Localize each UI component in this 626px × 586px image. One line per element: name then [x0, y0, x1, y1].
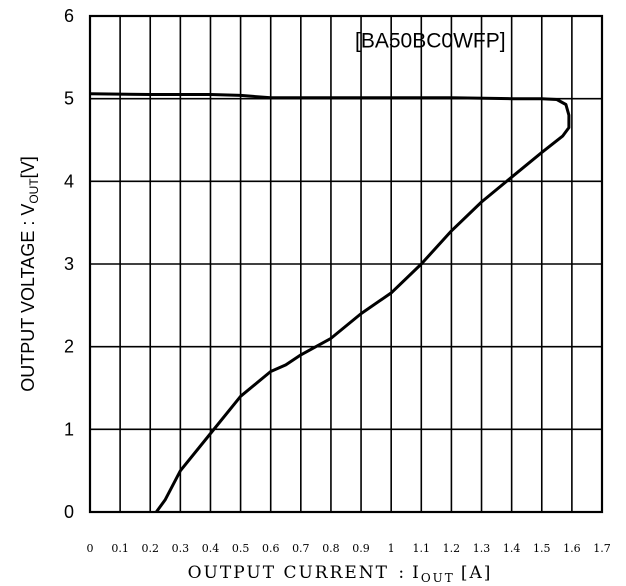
x-axis-title-colon: : [398, 563, 406, 583]
x-tick-label: 1.4 [503, 542, 521, 555]
x-tick-label: 0.2 [141, 542, 159, 555]
y-tick-label: 6 [64, 6, 74, 26]
x-tick-label: 0.6 [262, 542, 280, 555]
x-tick-label: 1.1 [413, 542, 431, 555]
y-tick-label: 2 [64, 337, 74, 357]
x-tick-label: 1.2 [443, 542, 461, 555]
x-axis-title-symbol: I [412, 563, 421, 583]
x-tick-label: 0.1 [111, 542, 129, 555]
x-tick-label: 1.5 [533, 542, 551, 555]
y-axis-title-main: OUTPUT VOLTAGE : V [18, 204, 38, 392]
x-axis-title-unit: [A] [461, 563, 493, 583]
x-axis-title: OUTPUT CURRENT: IOUT [A] [188, 563, 493, 585]
y-tick-label: 4 [64, 171, 74, 191]
plot-frame [88, 14, 604, 514]
y-tick-label: 0 [64, 502, 74, 522]
x-tick-label: 0.5 [232, 542, 250, 555]
x-tick-label: 1.3 [473, 542, 491, 555]
y-tick-label: 5 [64, 89, 74, 109]
x-axis-title-subscript: OUT [421, 571, 455, 585]
x-tick-label: 0.7 [292, 542, 310, 555]
y-tick-label: 1 [64, 419, 74, 439]
y-axis-title-subscript: OUT [27, 178, 41, 204]
x-tick-label: 0.9 [352, 542, 370, 555]
x-tick-label: 0.3 [172, 542, 190, 555]
x-tick-label: 1.6 [563, 542, 581, 555]
x-tick-label: 0.8 [322, 542, 340, 555]
x-axis-title-main: OUTPUT CURRENT [188, 563, 389, 583]
device-annotation: [BA50BC0WFP] [355, 29, 506, 52]
x-tick-label: 0.4 [202, 542, 220, 555]
y-axis-title: OUTPUT VOLTAGE : VOUT[V] [18, 156, 41, 391]
series-line [89, 92, 571, 513]
y-axis-title-unit: [V] [18, 156, 38, 178]
x-tick-label: 0 [87, 542, 94, 555]
y-tick-label: 3 [64, 254, 74, 274]
x-tick-label: 1 [388, 542, 395, 555]
x-tick-label: 1.7 [593, 542, 611, 555]
